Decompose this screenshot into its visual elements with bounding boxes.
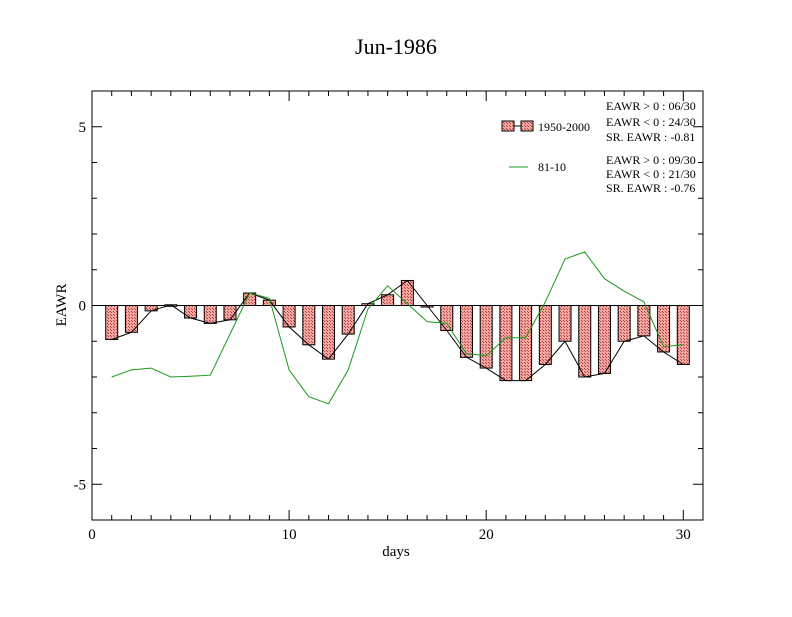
stats-group1-line2: EAWR < 0 : 24/30: [606, 115, 696, 129]
axes: 0 10 20 30 -5 0 5: [74, 90, 704, 543]
bar-day-26: [597, 305, 611, 374]
bar-day-6: [203, 305, 217, 324]
bar-day-25: [578, 305, 592, 378]
bar-day-19: [459, 305, 473, 358]
y-tick-label-5: 5: [79, 120, 87, 136]
x-tick-label-0: 0: [88, 527, 96, 543]
legend-label-1950-2000: 1950-2000: [538, 120, 590, 134]
x-tick-label-20: 20: [479, 527, 494, 543]
bar-day-11: [302, 305, 316, 346]
y-tick-label-0: 0: [79, 299, 87, 315]
x-tick-label-30: 30: [676, 527, 691, 543]
stats-group1-line3: SR. EAWR : -0.81: [606, 130, 695, 144]
bar-day-5: [184, 305, 198, 319]
x-axis-label: days: [382, 544, 410, 560]
bar-day-27: [617, 305, 631, 342]
series-line-1950-2000: [111, 279, 684, 382]
bar-day-20: [479, 305, 493, 369]
bar-day-30: [676, 305, 690, 365]
bar-day-23: [538, 305, 552, 365]
series-line-81-10: [111, 251, 684, 405]
bar-day-7: [223, 305, 237, 321]
y-tick-label--5: -5: [74, 477, 87, 493]
bar-day-18: [440, 305, 454, 332]
bar-day-24: [558, 305, 572, 342]
legend-bar-swatch-right: [520, 120, 534, 132]
bar-day-29: [657, 305, 671, 353]
legend: 1950-2000 81-10: [501, 120, 590, 174]
bar-day-13: [341, 305, 355, 335]
legend-label-81-10: 81-10: [538, 160, 566, 174]
bar-day-21: [499, 305, 513, 382]
bar-day-9: [262, 299, 276, 307]
chart-title: Jun-1986: [355, 34, 437, 59]
bar-day-12: [322, 305, 336, 360]
plot-area: [92, 251, 703, 405]
bar-day-28: [637, 305, 651, 337]
legend-bar-swatch-left: [501, 120, 515, 132]
stats-group1-line1: EAWR > 0 : 06/30: [606, 99, 696, 113]
bar-day-1: [105, 305, 119, 340]
bar-day-10: [282, 305, 296, 328]
bar-day-22: [519, 305, 533, 382]
stats-block: EAWR > 0 : 06/30 EAWR < 0 : 24/30 SR. EA…: [606, 99, 696, 195]
y-axis-label: EAWR: [54, 284, 70, 327]
stats-group2-line3: SR. EAWR : -0.76: [606, 181, 695, 195]
stats-group2-line1: EAWR > 0 : 09/30: [606, 153, 696, 167]
x-tick-label-10: 10: [282, 527, 297, 543]
bar-day-16: [400, 279, 414, 307]
stats-group2-line2: EAWR < 0 : 21/30: [606, 167, 696, 181]
